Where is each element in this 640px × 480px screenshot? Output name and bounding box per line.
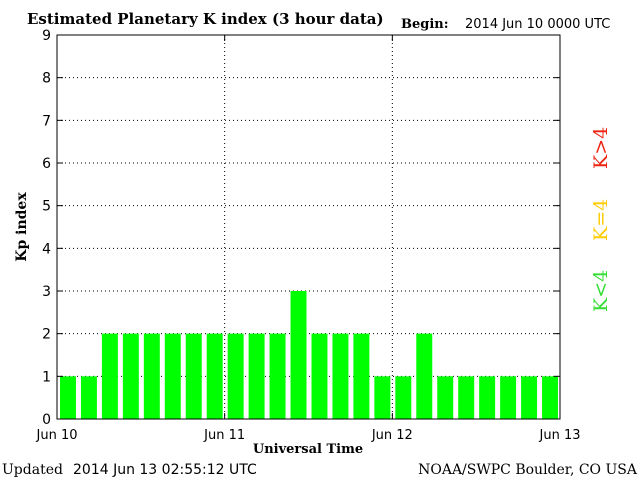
- bar: [164, 333, 181, 419]
- source-credit: NOAA/SWPC Boulder, CO USA: [418, 462, 638, 478]
- bar: [458, 376, 475, 419]
- bar: [143, 333, 160, 419]
- bar: [311, 333, 328, 419]
- bar: [101, 333, 118, 419]
- legend: K<4 K=4 K>4: [590, 127, 612, 312]
- bars: [60, 291, 558, 419]
- x-tick-label: Jun 10: [36, 428, 78, 443]
- y-axis-ticks: 0 1 2 3 4 5 6 7 8 9: [42, 28, 560, 428]
- bar: [332, 333, 349, 419]
- y-tick-label: 5: [42, 199, 51, 215]
- bar: [206, 333, 223, 419]
- bar: [500, 376, 517, 419]
- bar: [521, 376, 538, 419]
- y-tick-label: 3: [42, 284, 51, 300]
- bar: [269, 333, 286, 419]
- bar: [248, 333, 265, 419]
- bar: [542, 376, 558, 419]
- x-tick-label: Jun 13: [539, 428, 581, 443]
- y-tick-label: 2: [42, 327, 51, 343]
- y-axis-label: Kp index: [14, 192, 30, 262]
- bar: [227, 333, 244, 419]
- y-tick-label: 7: [42, 113, 51, 129]
- bar: [185, 333, 202, 419]
- legend-k-above-4: K>4: [590, 127, 612, 169]
- y-tick-label: 8: [42, 71, 51, 87]
- plot-frame: [56, 34, 561, 420]
- bar: [416, 333, 433, 419]
- bar: [290, 291, 307, 419]
- y-tick-label: 0: [42, 412, 51, 428]
- bar: [80, 376, 97, 419]
- bar: [437, 376, 454, 419]
- x-axis-label: Universal Time: [253, 442, 363, 457]
- grid-lines: [57, 34, 560, 419]
- y-tick-label: 1: [42, 369, 51, 385]
- y-tick-label: 9: [42, 28, 51, 44]
- bar: [122, 333, 139, 419]
- plot-area: 0 1 2 3 4 5 6 7 8 9 Jun 10 Jun 11 Jun 12 Jun 13: [36, 28, 581, 443]
- updated-label: Updated: [2, 462, 63, 478]
- legend-k-equals-4: K=4: [590, 199, 612, 241]
- x-tick-label: Jun 12: [371, 428, 413, 443]
- chart-title: Estimated Planetary K index (3 hour data…: [27, 10, 384, 28]
- begin-value: 2014 Jun 10 0000 UTC: [465, 17, 610, 32]
- bar: [374, 376, 391, 419]
- y-tick-label: 4: [42, 241, 51, 257]
- updated-value: 2014 Jun 13 02:55:12 UTC: [73, 462, 257, 478]
- bar: [60, 376, 76, 419]
- legend-k-below-4: K<4: [590, 270, 612, 312]
- y-tick-label: 6: [42, 156, 51, 172]
- begin-label: Begin:: [401, 17, 449, 32]
- bar: [395, 376, 412, 419]
- bar: [479, 376, 496, 419]
- bar: [353, 333, 370, 419]
- x-axis-ticks: Jun 10 Jun 11 Jun 12 Jun 13: [36, 35, 581, 443]
- x-tick-label: Jun 11: [203, 428, 245, 443]
